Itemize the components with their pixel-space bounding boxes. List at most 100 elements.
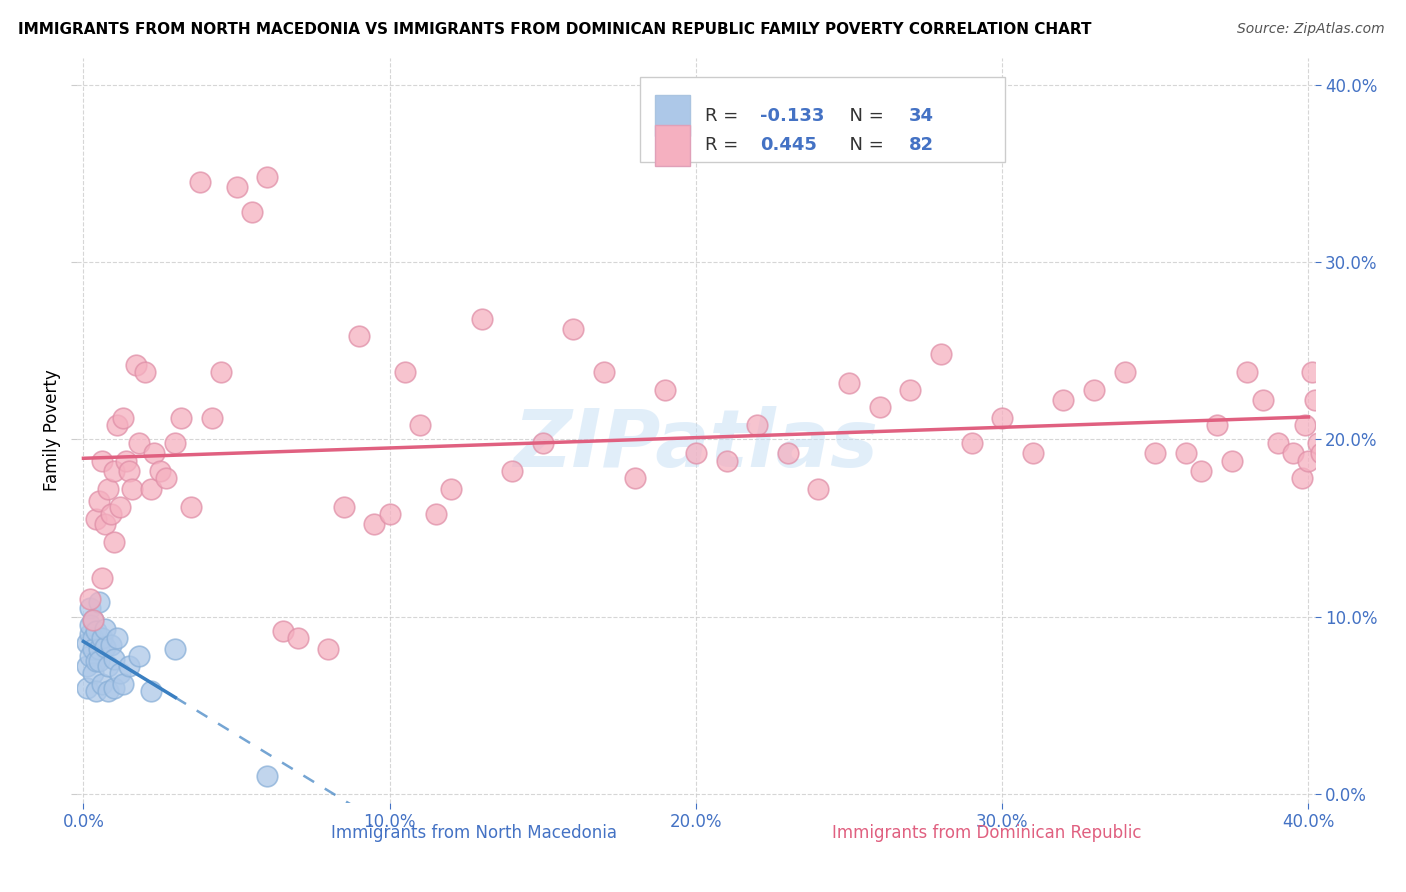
Point (747, 418, 769, 433)
Point (225, 180, 247, 194)
Bar (288, 823, 322, 845)
Y-axis label: Family Poverty: Family Poverty (42, 369, 60, 491)
Point (1052, 393, 1074, 408)
Point (170, 411, 193, 425)
Text: Immigrants from North Macedonia: Immigrants from North Macedonia (330, 824, 617, 842)
Point (118, 464, 141, 478)
Point (84, 684, 107, 698)
Point (79, 600, 101, 615)
Point (501, 464, 523, 478)
Point (76, 636, 98, 650)
Point (1189, 464, 1212, 478)
Point (180, 500, 202, 514)
Point (79, 627, 101, 641)
Point (347, 329, 370, 343)
Point (108, 666, 131, 681)
Point (394, 365, 416, 379)
Point (869, 401, 891, 415)
Point (1298, 453, 1320, 467)
Point (1022, 446, 1045, 460)
Point (378, 507, 401, 521)
Point (149, 464, 172, 478)
Point (134, 365, 156, 379)
Bar (655, 95, 690, 136)
Point (287, 631, 309, 645)
Point (960, 435, 983, 450)
Text: Source: ZipAtlas.com: Source: ZipAtlas.com (1237, 22, 1385, 37)
Point (139, 482, 162, 496)
Point (105, 418, 128, 433)
Point (115, 453, 138, 467)
Text: N =: N = (838, 107, 890, 125)
Point (87, 595, 110, 609)
Text: ZIPatlas: ZIPatlas (513, 406, 879, 484)
Point (425, 507, 447, 521)
Point (318, 641, 340, 656)
Point (1267, 435, 1289, 450)
Point (103, 652, 125, 666)
Point (240, 205, 263, 219)
Text: Immigrants from Dominican Republic: Immigrants from Dominican Republic (832, 824, 1142, 842)
Text: 82: 82 (908, 136, 934, 154)
Text: 34: 34 (908, 107, 934, 125)
Point (82, 613, 104, 627)
Text: R =: R = (704, 107, 744, 125)
Point (79, 618, 101, 632)
Point (121, 482, 143, 496)
Point (76, 659, 98, 673)
Point (1236, 365, 1258, 379)
Point (82, 666, 104, 681)
Point (1220, 453, 1243, 467)
Point (100, 638, 122, 652)
Point (82, 631, 104, 645)
Point (363, 517, 385, 532)
Point (440, 482, 463, 496)
Point (188, 175, 211, 189)
Point (1294, 418, 1316, 433)
Text: 0.445: 0.445 (761, 136, 817, 154)
Point (1144, 446, 1167, 460)
Point (1083, 383, 1105, 397)
Text: N =: N = (838, 136, 890, 154)
Point (94, 517, 117, 532)
Point (94, 640, 117, 654)
Point (105, 631, 128, 645)
Point (103, 535, 125, 549)
Point (79, 648, 101, 663)
Point (128, 648, 150, 663)
Point (593, 365, 616, 379)
Point (1309, 446, 1331, 460)
Point (1114, 365, 1136, 379)
Point (654, 383, 676, 397)
Point (97, 684, 120, 698)
Text: IMMIGRANTS FROM NORTH MACEDONIA VS IMMIGRANTS FROM DOMINICAN REPUBLIC FAMILY POV: IMMIGRANTS FROM NORTH MACEDONIA VS IMMIG… (18, 22, 1092, 37)
Point (84, 624, 107, 638)
Point (118, 659, 141, 673)
Point (79, 591, 101, 606)
Point (112, 411, 135, 425)
Point (209, 365, 232, 379)
Point (838, 376, 860, 390)
Point (155, 471, 177, 485)
Point (103, 464, 125, 478)
Point (1175, 446, 1198, 460)
Point (124, 358, 146, 372)
Point (716, 453, 738, 467)
Bar (789, 823, 824, 845)
Point (108, 500, 131, 514)
Point (94, 622, 117, 636)
Point (82, 613, 104, 627)
Point (112, 677, 135, 691)
Point (97, 659, 120, 673)
Point (90, 631, 112, 645)
Point (333, 500, 356, 514)
Point (165, 435, 187, 450)
Point (623, 471, 645, 485)
Point (1205, 418, 1227, 433)
Point (128, 435, 150, 450)
Point (1251, 393, 1274, 408)
Point (76, 681, 98, 695)
Point (685, 446, 707, 460)
Point (471, 311, 494, 326)
Point (103, 681, 125, 695)
